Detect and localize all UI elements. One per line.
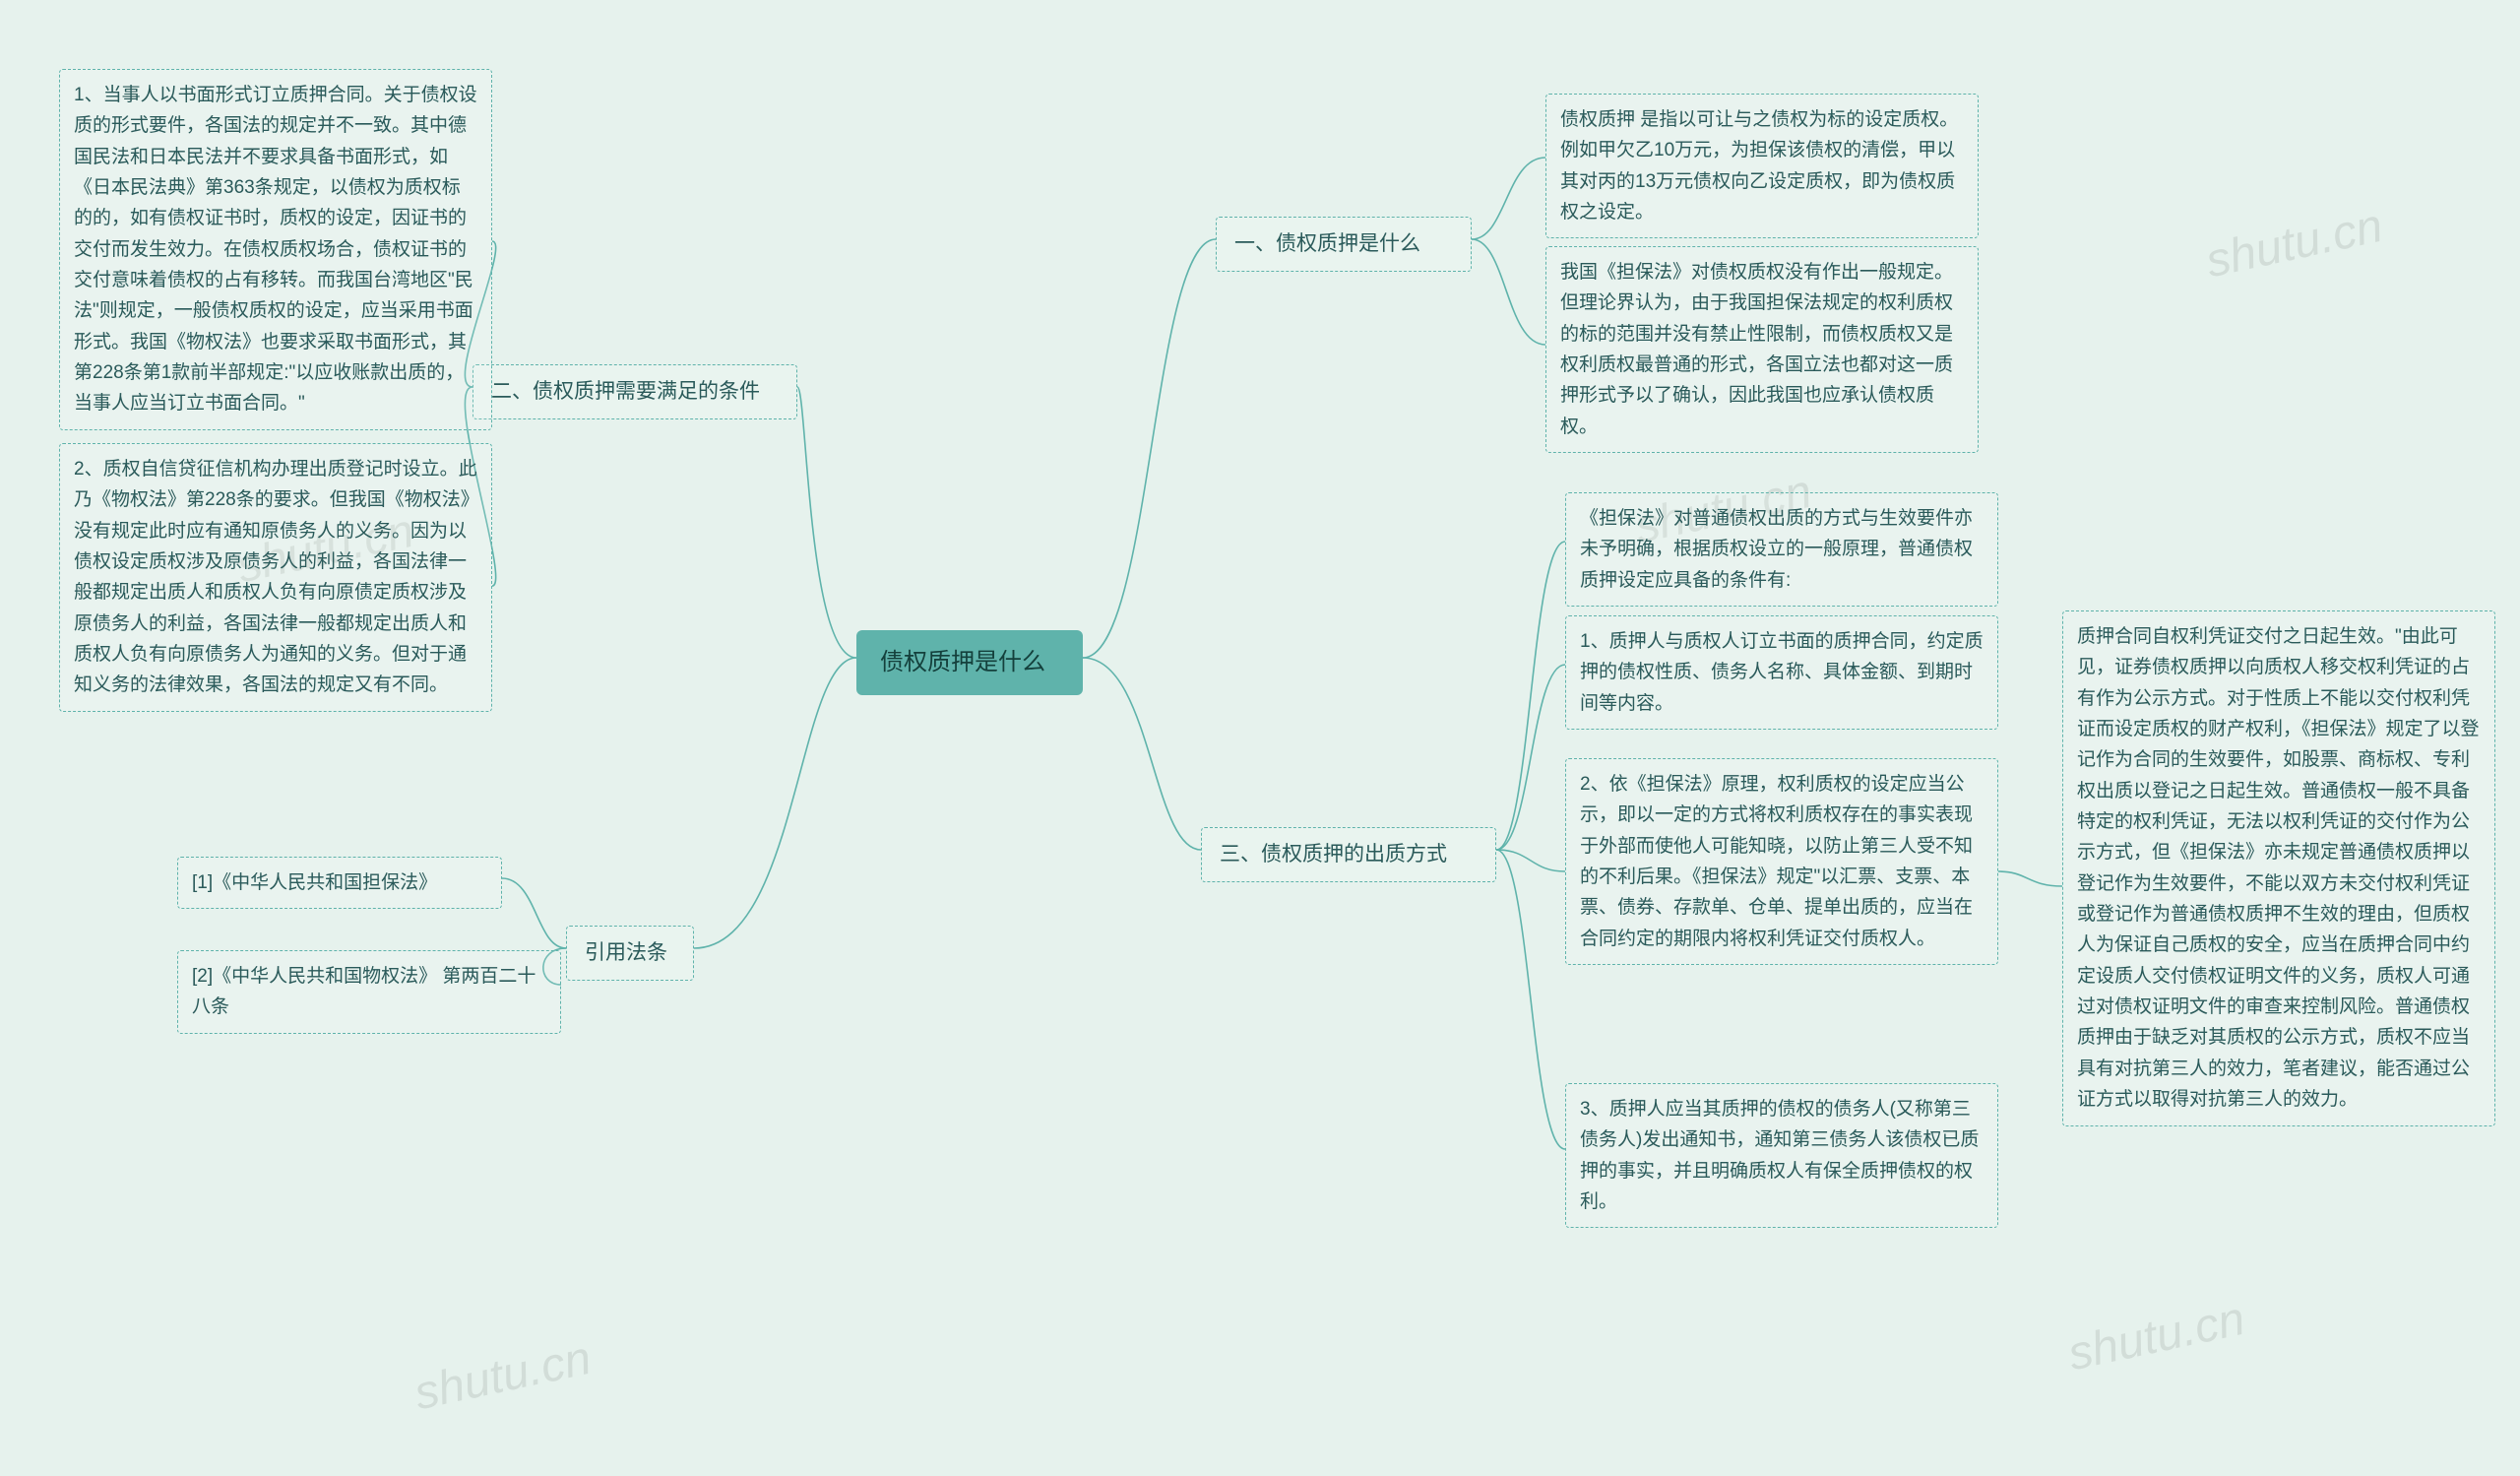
leaf-three-3-detail: 质押合同自权利凭证交付之日起生效。"由此可见，证券债权质押以向质权人移交权利凭证… <box>2062 610 2495 1126</box>
leaf-three-3: 2、依《担保法》原理，权利质权的设定应当公示，即以一定的方式将权利质权存在的事实… <box>1565 758 1998 965</box>
branch-two: 二、债权质押需要满足的条件 <box>472 364 797 419</box>
branch-one: 一、债权质押是什么 <box>1216 217 1472 272</box>
branch-three: 三、债权质押的出质方式 <box>1201 827 1496 882</box>
leaf-three-1: 《担保法》对普通债权出质的方式与生效要件亦未予明确，根据质权设立的一般原理，普通… <box>1565 492 1998 607</box>
branch-references: 引用法条 <box>566 926 694 981</box>
leaf-two-2: 2、质权自信贷征信机构办理出质登记时设立。此乃《物权法》第228条的要求。但我国… <box>59 443 492 712</box>
leaf-one-2: 我国《担保法》对债权质权没有作出一般规定。但理论界认为，由于我国担保法规定的权利… <box>1545 246 1979 453</box>
leaf-two-1: 1、当事人以书面形式订立质押合同。关于债权设质的形式要件，各国法的规定并不一致。… <box>59 69 492 430</box>
watermark: shutu.cn <box>2063 1292 2249 1382</box>
leaf-three-4: 3、质押人应当其质押的债权的债务人(又称第三债务人)发出通知书，通知第三债务人该… <box>1565 1083 1998 1228</box>
leaf-three-2: 1、质押人与质权人订立书面的质押合同，约定质押的债权性质、债务人名称、具体金额、… <box>1565 615 1998 730</box>
leaf-ref-1: [1]《中华人民共和国担保法》 <box>177 857 502 909</box>
leaf-ref-2: [2]《中华人民共和国物权法》 第两百二十八条 <box>177 950 561 1034</box>
root-node: 债权质押是什么 <box>856 630 1083 695</box>
watermark: shutu.cn <box>2201 199 2387 289</box>
leaf-one-1: 债权质押 是指以可让与之债权为标的设定质权。例如甲欠乙10万元，为担保该债权的清… <box>1545 94 1979 238</box>
watermark: shutu.cn <box>410 1331 596 1422</box>
